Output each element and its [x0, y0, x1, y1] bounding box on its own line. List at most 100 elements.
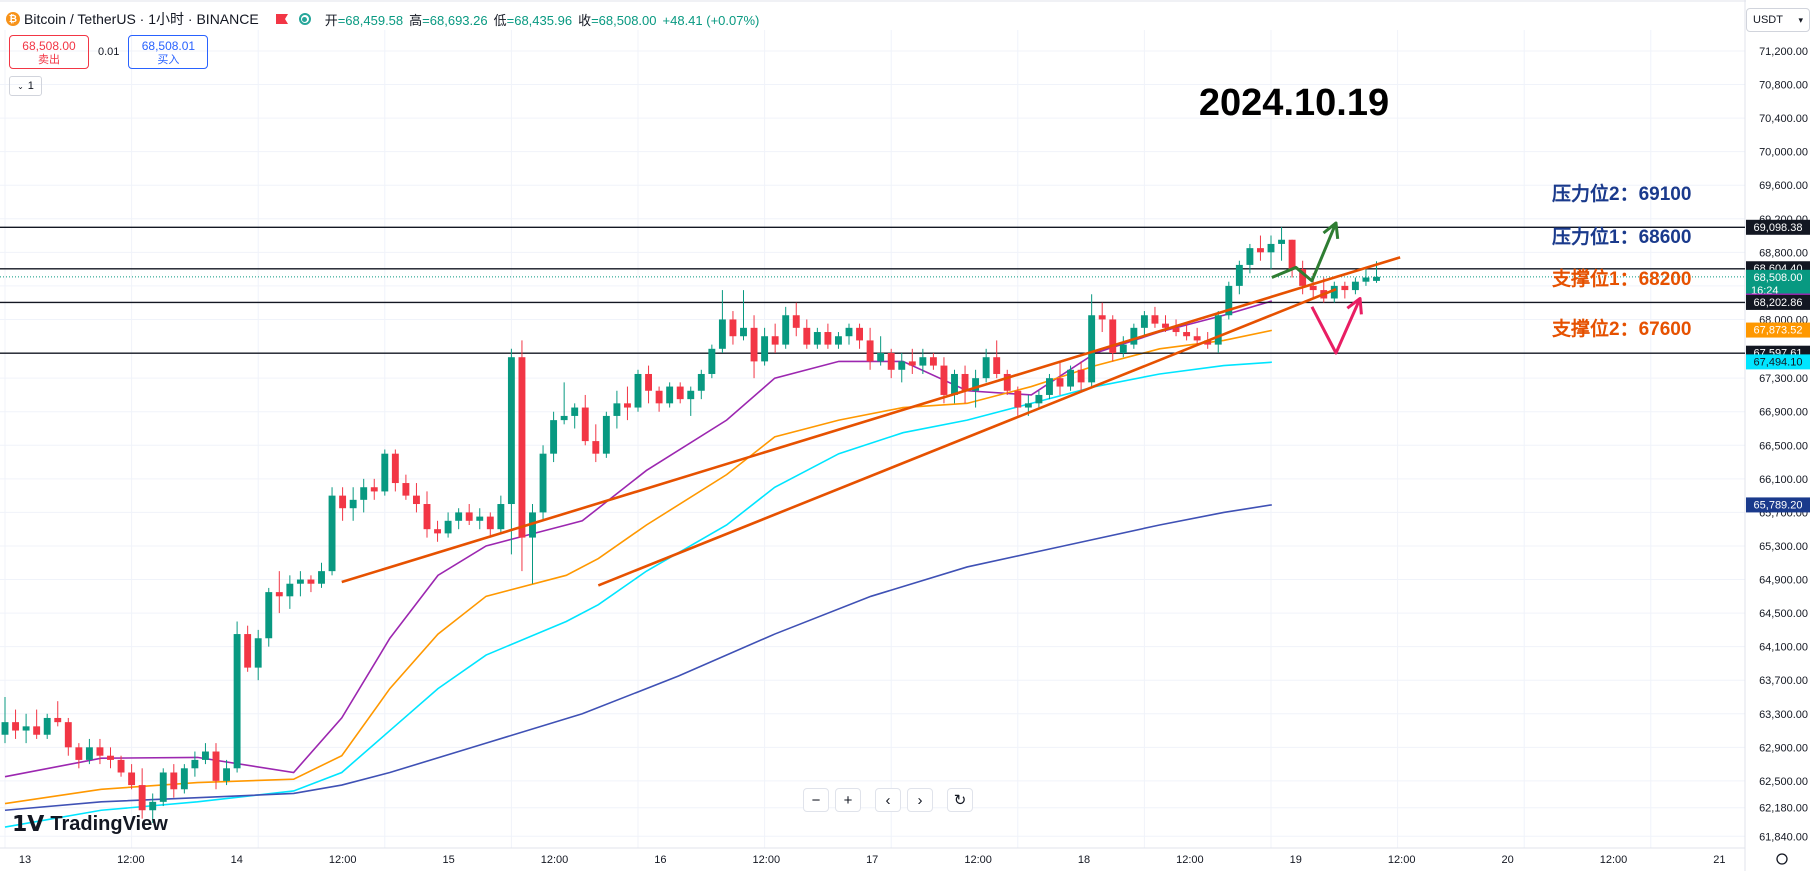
candle	[982, 348, 990, 383]
candle-body	[444, 520, 452, 534]
price-tick: 63,700.00	[1759, 675, 1808, 687]
sell-button[interactable]: 68,508.00 卖出	[9, 35, 89, 69]
candle	[940, 357, 948, 404]
candle-body	[972, 378, 980, 391]
candle	[602, 411, 610, 458]
candle-body	[180, 768, 188, 790]
candle-body	[782, 315, 790, 345]
price-label: 65,789.20	[1746, 497, 1810, 513]
candle	[1225, 281, 1233, 320]
candle-body	[149, 801, 157, 811]
candle-body	[613, 403, 621, 416]
candle	[391, 449, 399, 492]
candle-body	[381, 453, 389, 492]
candle	[645, 365, 652, 404]
flag-icon[interactable]	[275, 13, 289, 25]
price-tick: 69,600.00	[1759, 180, 1808, 192]
candle	[919, 348, 927, 374]
zoom-out-button[interactable]: −	[803, 788, 829, 812]
candle-body	[254, 638, 262, 668]
symbol-title[interactable]: Bitcoin / TetherUS · 1小时 · BINANCE	[24, 11, 259, 27]
time-axis[interactable]: 13 12:00 14 12:00 15 12:00 16 12:00 17 12:00 18 12:…	[19, 853, 1788, 866]
candle	[697, 369, 705, 400]
candle-body	[64, 722, 72, 748]
candle	[486, 512, 494, 538]
candle-body	[951, 373, 958, 395]
level-lines	[0, 226, 1745, 354]
candle-body	[1109, 319, 1117, 354]
candle	[138, 768, 146, 819]
candle	[803, 319, 811, 349]
currency-selector[interactable]: USDT ▾	[1746, 8, 1810, 32]
candle	[887, 348, 895, 379]
trend-channel	[341, 256, 1401, 587]
candle-body	[624, 403, 631, 408]
time-tick: 13	[19, 854, 31, 866]
price-labels: 69,098.3868,604.4068,508.0016:2468,219.7…	[1746, 219, 1810, 513]
candle	[539, 445, 547, 521]
ohlc-label: 高	[409, 12, 423, 28]
candle-body	[223, 768, 230, 781]
candle	[360, 478, 368, 513]
candle-body	[856, 327, 863, 341]
tradingview-logo[interactable]: 𝟭𝗩 TradingView	[12, 811, 168, 837]
candle-body	[1088, 315, 1096, 383]
candle	[961, 365, 969, 404]
candle	[202, 743, 209, 765]
price-tick: 65,300.00	[1759, 541, 1808, 553]
candle-body	[645, 373, 652, 391]
time-tick: 19	[1290, 854, 1302, 866]
candle	[1341, 281, 1349, 299]
scroll-left-button[interactable]: ‹	[875, 788, 901, 812]
symbol-header[interactable]: ₿ Bitcoin / TetherUS · 1小时 · BINANCE 开=6…	[6, 8, 765, 30]
settings-gear-icon	[1776, 853, 1788, 865]
candle	[54, 701, 62, 727]
candle-body	[465, 512, 473, 521]
candle-body	[391, 453, 399, 484]
price-tick: 66,100.00	[1759, 474, 1808, 486]
zoom-in-button[interactable]: +	[835, 788, 861, 812]
candle-body	[1257, 248, 1264, 253]
candle	[296, 571, 304, 597]
candle-body	[1204, 340, 1212, 345]
buy-button[interactable]: 68,508.01 买入	[128, 35, 209, 69]
chart-navigation: − + ‹ › ↻	[803, 788, 979, 812]
candle	[1088, 294, 1096, 387]
candle-body	[518, 357, 526, 538]
time-tick: 14	[231, 854, 243, 866]
reset-chart-button[interactable]: ↻	[947, 788, 973, 812]
candle	[634, 369, 642, 412]
candle-body	[286, 583, 294, 597]
candle	[497, 495, 505, 534]
candle	[265, 587, 273, 647]
candle-body	[1235, 264, 1243, 286]
candle	[560, 382, 568, 425]
candle-body	[370, 487, 378, 492]
candle-body	[961, 373, 969, 391]
candle-body	[349, 499, 357, 509]
candle-body	[1119, 344, 1127, 354]
time-tick: 12:00	[964, 854, 992, 866]
market-status-icon[interactable]	[298, 13, 311, 25]
candle	[413, 483, 420, 513]
candle	[708, 344, 716, 379]
candle-body	[835, 336, 842, 345]
quantity-selector[interactable]: ⌄ 1	[9, 76, 42, 96]
tradingview-logo-icon: 𝟭𝗩	[12, 811, 45, 836]
price-tick: 66,900.00	[1759, 407, 1808, 419]
candle	[212, 743, 220, 790]
candle-body	[275, 592, 283, 597]
candle-body	[529, 512, 536, 538]
price-axis[interactable]: 71,200.00 70,800.00 70,400.00 70,000.00 69,6…	[1746, 0, 1819, 871]
candle	[993, 340, 1001, 379]
candle	[444, 512, 452, 538]
candle-body	[1267, 243, 1275, 253]
scroll-right-button[interactable]: ›	[907, 788, 933, 812]
candle	[328, 487, 336, 576]
candle	[75, 743, 83, 769]
candle-body	[328, 495, 336, 572]
candle-body	[687, 390, 695, 400]
candle-body	[750, 327, 758, 362]
price-tick: 63,300.00	[1759, 709, 1808, 721]
